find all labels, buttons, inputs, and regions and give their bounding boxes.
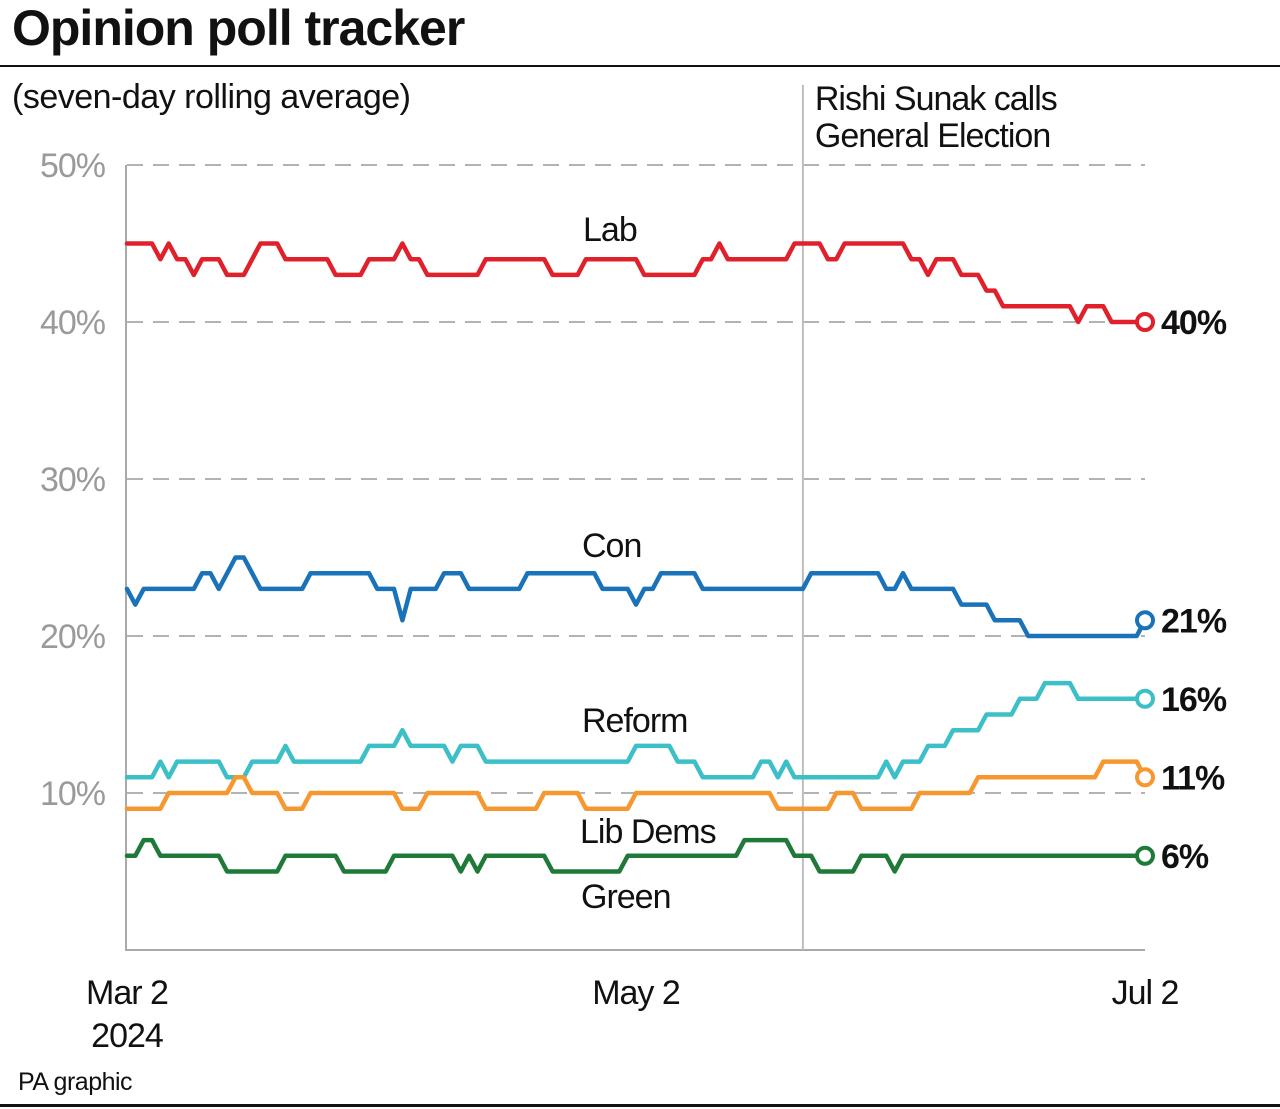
x-tick-label: Mar 2 bbox=[86, 974, 168, 1012]
series-end-label-lib-dems: 11% bbox=[1161, 759, 1225, 797]
series-name-label-lab: Lab bbox=[583, 211, 637, 249]
series-end-label-lab: 40% bbox=[1161, 304, 1227, 342]
series-line-lab bbox=[124, 241, 1148, 325]
series-name-label-reform: Reform bbox=[582, 702, 687, 740]
x-tick-label: May 2 bbox=[592, 974, 680, 1012]
series-name-label-green: Green bbox=[581, 878, 671, 916]
chart-title: Opinion poll tracker bbox=[12, 0, 465, 56]
y-tick-label: 40% bbox=[40, 304, 106, 342]
series-name-label-con: Con bbox=[582, 527, 641, 565]
y-tick-label: 30% bbox=[40, 461, 106, 499]
annotation-line-2: General Election bbox=[815, 117, 1050, 155]
series-line-con bbox=[124, 555, 1148, 639]
x-tick-year-label: 2024 bbox=[91, 1017, 163, 1055]
bottom-rule bbox=[0, 1104, 1280, 1107]
series-end-label-con: 21% bbox=[1161, 602, 1227, 640]
series-end-marker-green bbox=[1135, 845, 1155, 866]
series-line-lib-dems bbox=[124, 759, 1148, 811]
x-tick-label: Jul 2 bbox=[1112, 974, 1179, 1012]
series-end-label-reform: 16% bbox=[1161, 681, 1227, 719]
series-end-marker-con bbox=[1135, 610, 1155, 631]
series-end-marker-lib-dems bbox=[1135, 767, 1155, 788]
title-rule bbox=[0, 65, 1280, 67]
series-end-marker-lab bbox=[1135, 312, 1155, 332]
chart-subtitle: (seven-day rolling average) bbox=[12, 78, 411, 116]
source-credit: PA graphic bbox=[18, 1068, 133, 1096]
annotation-line-1: Rishi Sunak calls bbox=[815, 80, 1057, 118]
series-line-reform bbox=[124, 680, 1148, 780]
y-tick-label: 20% bbox=[40, 618, 106, 656]
y-tick-label: 10% bbox=[40, 775, 106, 813]
series-line-green bbox=[124, 837, 1148, 874]
series-name-label-lib-dems: Lib Dems bbox=[580, 813, 716, 851]
series-end-label-green: 6% bbox=[1161, 838, 1209, 876]
y-tick-label: 50% bbox=[40, 147, 106, 185]
series-end-marker-reform bbox=[1135, 688, 1155, 709]
